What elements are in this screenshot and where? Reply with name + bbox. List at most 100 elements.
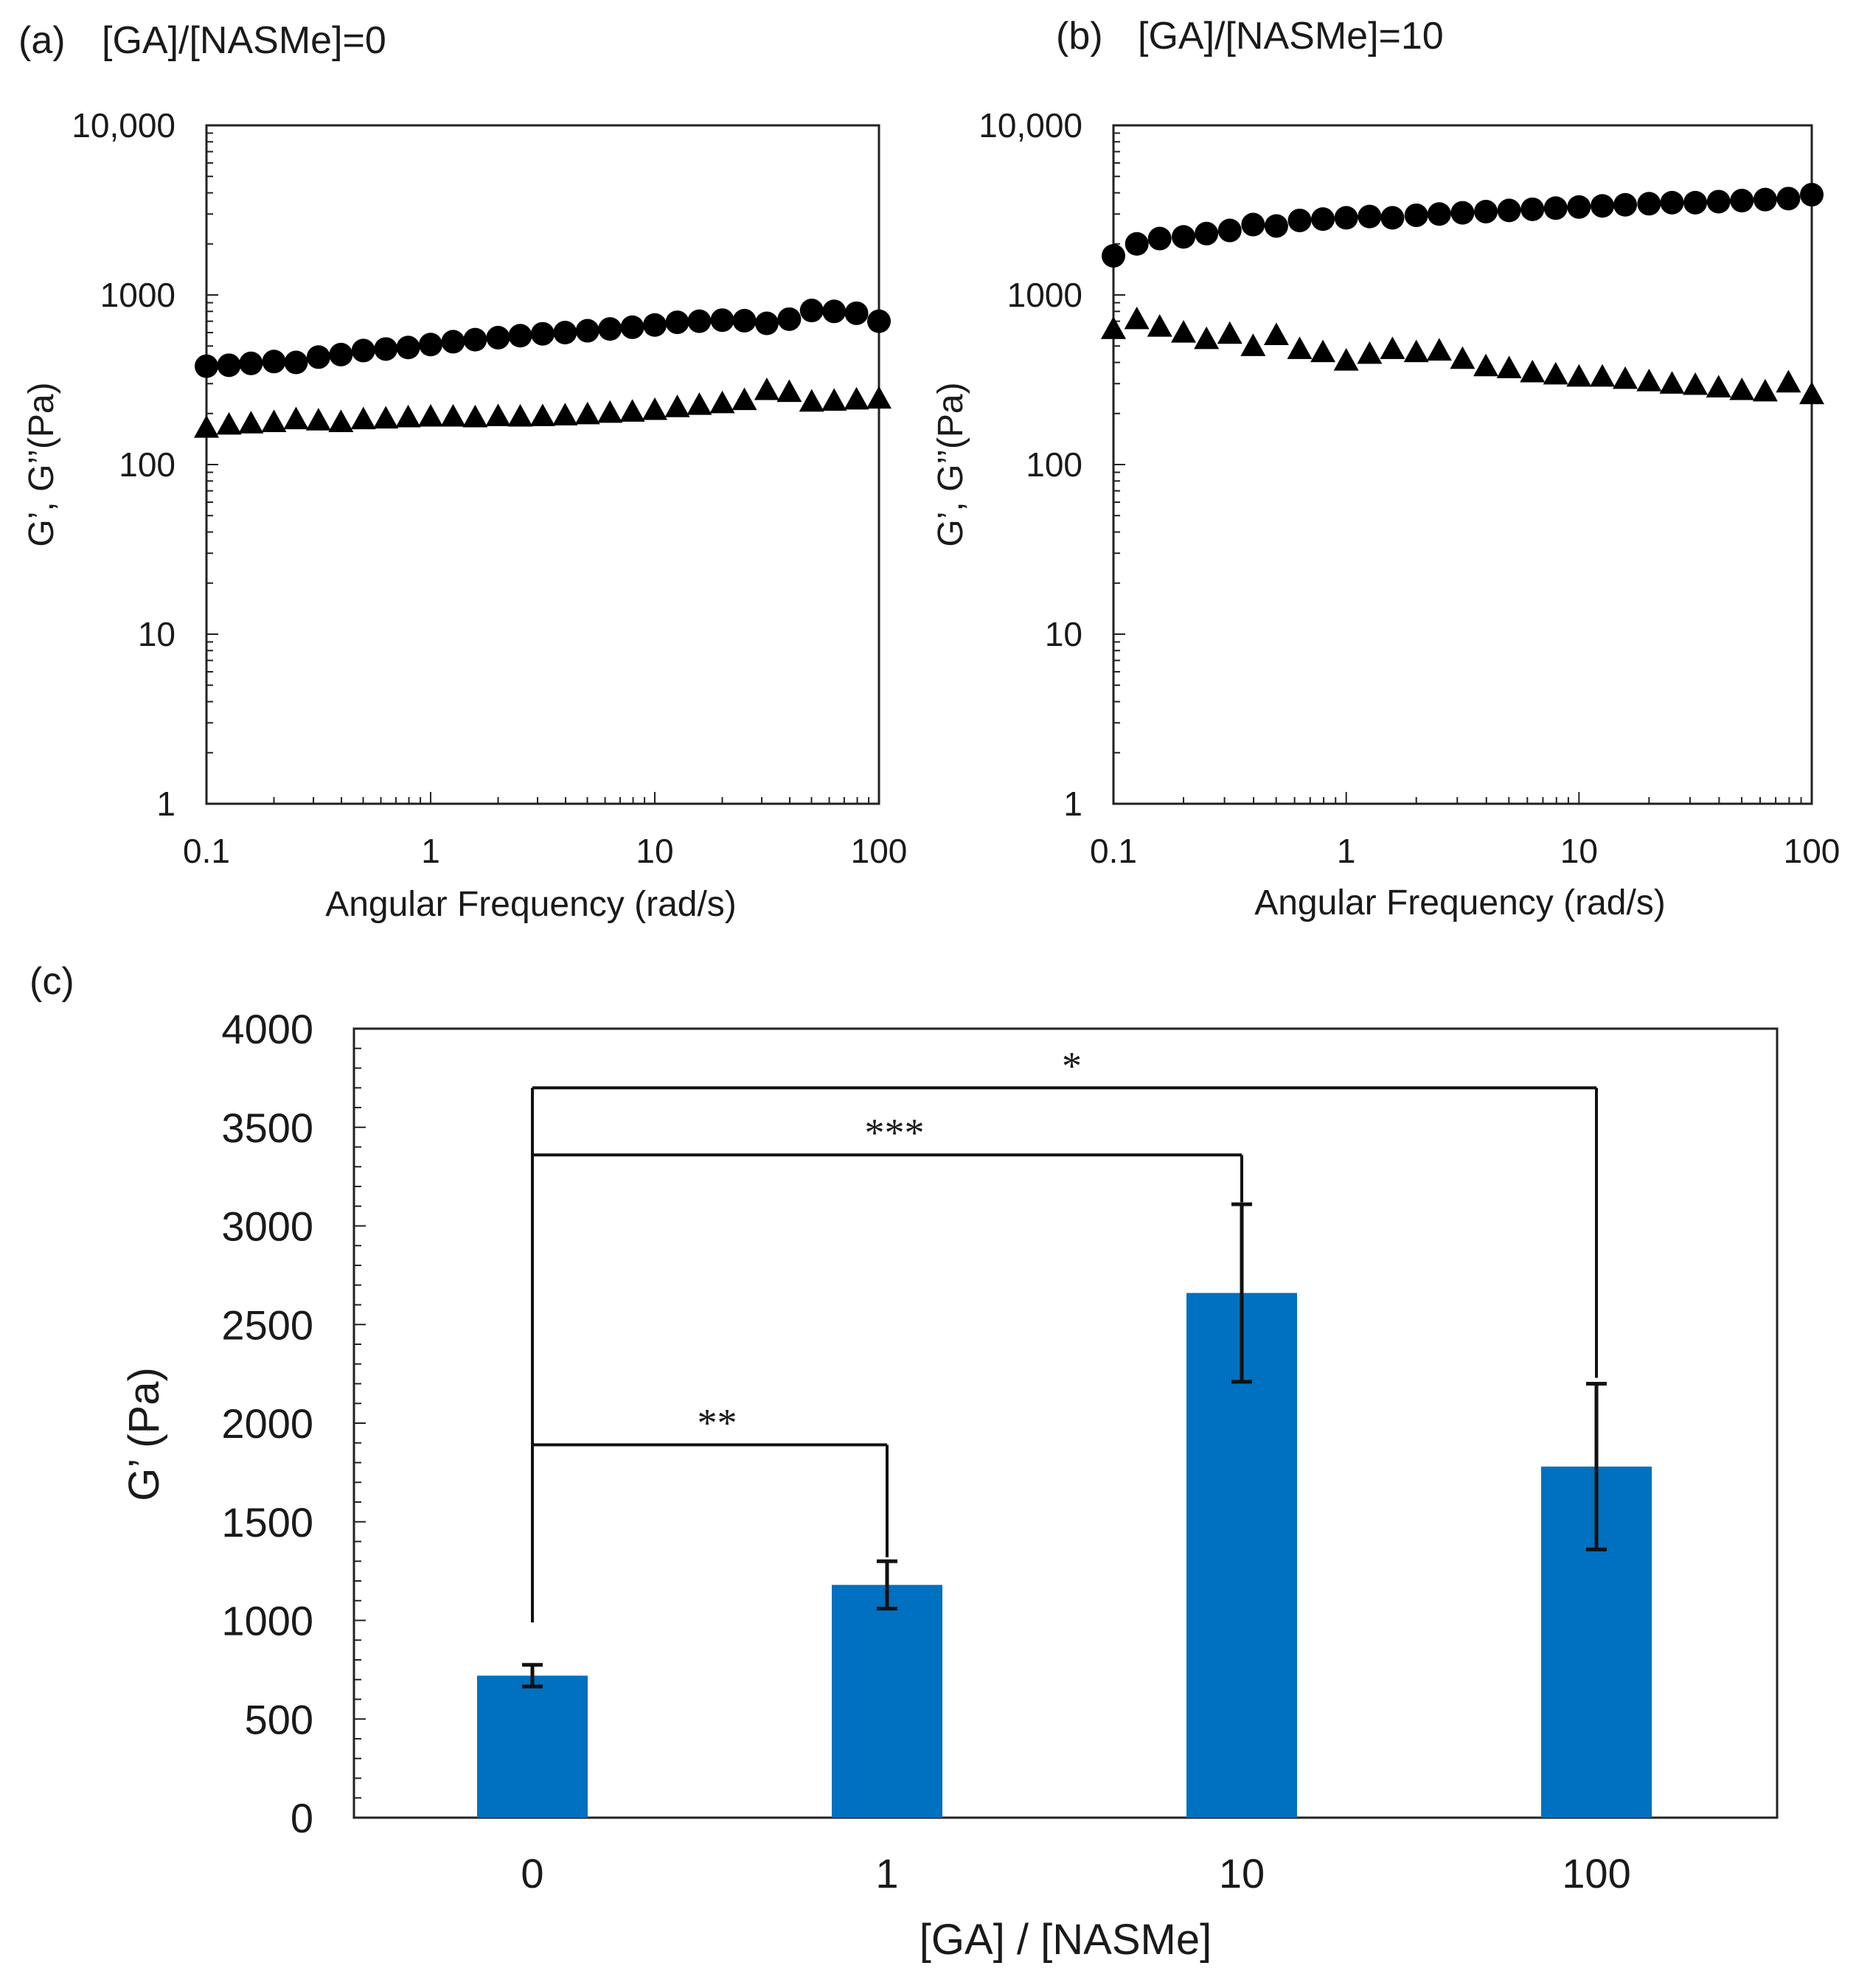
a-point-g-prime bbox=[822, 299, 847, 324]
a-point-g-prime bbox=[396, 336, 420, 360]
a-point-g-double-prime bbox=[754, 377, 779, 400]
b-point-g-double-prime bbox=[1636, 368, 1662, 392]
a-y-tick-label: 10,000 bbox=[72, 106, 175, 145]
a-point-g-prime bbox=[575, 319, 599, 343]
b-point-g-prime bbox=[1683, 190, 1708, 215]
c-y-tick-label: 500 bbox=[245, 1696, 313, 1742]
a-x-tick-label: 0.1 bbox=[183, 832, 230, 870]
b-y-tick-label: 10 bbox=[1045, 615, 1082, 653]
a-point-g-prime bbox=[195, 354, 218, 378]
a-point-g-double-prime bbox=[709, 390, 735, 414]
b-point-g-prime bbox=[1613, 192, 1638, 217]
a-point-g-prime bbox=[217, 353, 241, 378]
a-point-g-prime bbox=[329, 342, 353, 366]
b-point-g-prime bbox=[1591, 194, 1615, 218]
b-point-g-prime bbox=[1358, 204, 1382, 229]
b-point-g-double-prime bbox=[1776, 369, 1801, 393]
panel-b: (b) [GA]/[NASMe]=10 1 10 100 1000 10,000 0.1… bbox=[931, 15, 1840, 922]
b-point-g-prime bbox=[1706, 190, 1731, 214]
a-point-g-prime bbox=[867, 309, 891, 333]
b-y-tick-label: 1000 bbox=[1007, 276, 1082, 314]
a-point-g-prime bbox=[284, 350, 308, 375]
b-point-g-prime bbox=[1172, 225, 1196, 249]
a-point-g-prime bbox=[419, 333, 442, 357]
a-point-g-double-prime bbox=[418, 403, 443, 427]
c-x-tick-label: 0 bbox=[521, 1850, 543, 1897]
a-point-g-double-prime bbox=[194, 414, 219, 438]
c-y-tick-label: 2000 bbox=[221, 1400, 313, 1447]
panel-a-y-axis-label: G’, G’’(Pa) bbox=[22, 382, 61, 546]
c-y-tick-label: 2500 bbox=[221, 1301, 313, 1348]
panel-c-label: (c) bbox=[29, 960, 74, 1003]
b-point-g-double-prime bbox=[1450, 346, 1476, 369]
b-point-g-double-prime bbox=[1590, 364, 1616, 387]
a-point-g-prime bbox=[732, 308, 757, 333]
b-point-g-double-prime bbox=[1566, 364, 1592, 387]
panel-a-x-tick-labels: 0.1 1 10 100 bbox=[183, 832, 907, 870]
a-point-g-double-prime bbox=[574, 401, 600, 425]
a-point-g-prime bbox=[374, 337, 398, 361]
a-point-g-prime bbox=[508, 324, 532, 348]
panel-c: (c) 0 500 1000 1500 2000 2500 3000 3500 4000 0 1 1… bbox=[29, 960, 1779, 1964]
a-x-tick-label: 100 bbox=[851, 832, 908, 870]
a-point-g-double-prime bbox=[283, 406, 309, 430]
b-point-g-prime bbox=[1730, 189, 1754, 213]
a-point-g-double-prime bbox=[776, 379, 802, 403]
panel-a-y-tick-labels: 1 10 100 1000 10,000 bbox=[72, 106, 175, 823]
b-y-tick-label: 100 bbox=[1026, 445, 1082, 484]
a-point-g-prime bbox=[306, 345, 330, 369]
b-point-g-prime bbox=[1217, 218, 1242, 243]
panel-c-y-tick-labels: 0 500 1000 1500 2000 2500 3000 3500 4000 bbox=[221, 1006, 313, 1841]
c-y-tick-label: 3500 bbox=[221, 1105, 313, 1151]
a-x-tick-label: 1 bbox=[421, 832, 440, 870]
b-point-g-prime bbox=[1195, 221, 1219, 246]
panel-c-y-axis-label: G’ (Pa) bbox=[120, 1367, 168, 1501]
c-x-tick-label: 10 bbox=[1219, 1850, 1265, 1897]
b-point-g-double-prime bbox=[1613, 366, 1638, 389]
c-y-tick-label: 1000 bbox=[221, 1598, 313, 1644]
panel-b-x-axis-label: Angular Frequency (rad/s) bbox=[1254, 883, 1666, 922]
b-point-g-double-prime bbox=[1706, 375, 1731, 397]
b-point-g-prime bbox=[1497, 198, 1521, 223]
b-x-tick-label: 10 bbox=[1560, 832, 1598, 870]
panel-a-minor-ticks bbox=[206, 132, 870, 804]
panel-b-x-tick-labels: 0.1 1 10 100 bbox=[1090, 832, 1840, 870]
b-point-g-double-prime bbox=[1752, 378, 1778, 402]
panel-a-series-g-double-prime bbox=[194, 377, 891, 438]
c-y-tick-label: 3000 bbox=[221, 1203, 313, 1250]
b-point-g-double-prime bbox=[1473, 353, 1499, 377]
b-point-g-prime bbox=[1474, 199, 1498, 223]
b-point-g-double-prime bbox=[1124, 306, 1150, 330]
panel-c-minor-ticks bbox=[354, 1028, 366, 1818]
b-point-g-double-prime bbox=[1194, 326, 1220, 350]
b-point-g-prime bbox=[1567, 195, 1591, 219]
b-point-g-prime bbox=[1753, 187, 1777, 212]
b-point-g-double-prime bbox=[1263, 322, 1289, 346]
a-point-g-double-prime bbox=[529, 403, 555, 426]
a-y-tick-label: 100 bbox=[119, 445, 175, 484]
a-point-g-double-prime bbox=[866, 386, 891, 409]
a-point-g-double-prime bbox=[350, 406, 376, 430]
a-point-g-prime bbox=[530, 322, 555, 346]
a-point-g-prime bbox=[463, 327, 487, 352]
a-point-g-prime bbox=[643, 313, 667, 337]
a-y-tick-label: 10 bbox=[138, 615, 175, 653]
c-x-tick-label: 1 bbox=[875, 1850, 898, 1897]
c-x-tick-label: 100 bbox=[1562, 1850, 1630, 1897]
a-point-g-prime bbox=[844, 301, 869, 325]
b-y-tick-label: 10,000 bbox=[979, 106, 1082, 145]
b-point-g-double-prime bbox=[1543, 361, 1568, 385]
b-point-g-prime bbox=[1311, 207, 1335, 232]
b-point-g-prime bbox=[1450, 201, 1475, 225]
a-point-g-prime bbox=[262, 350, 286, 374]
a-point-g-double-prime bbox=[216, 411, 242, 435]
bar-1 bbox=[832, 1585, 942, 1818]
a-y-tick-label: 1 bbox=[156, 785, 175, 823]
a-point-g-double-prime bbox=[844, 386, 869, 410]
b-point-g-double-prime bbox=[1729, 377, 1755, 400]
a-point-g-prime bbox=[351, 338, 375, 363]
b-point-g-double-prime bbox=[1496, 355, 1522, 378]
b-point-g-prime bbox=[1334, 206, 1358, 230]
panel-b-series-g-prime bbox=[1102, 183, 1824, 268]
